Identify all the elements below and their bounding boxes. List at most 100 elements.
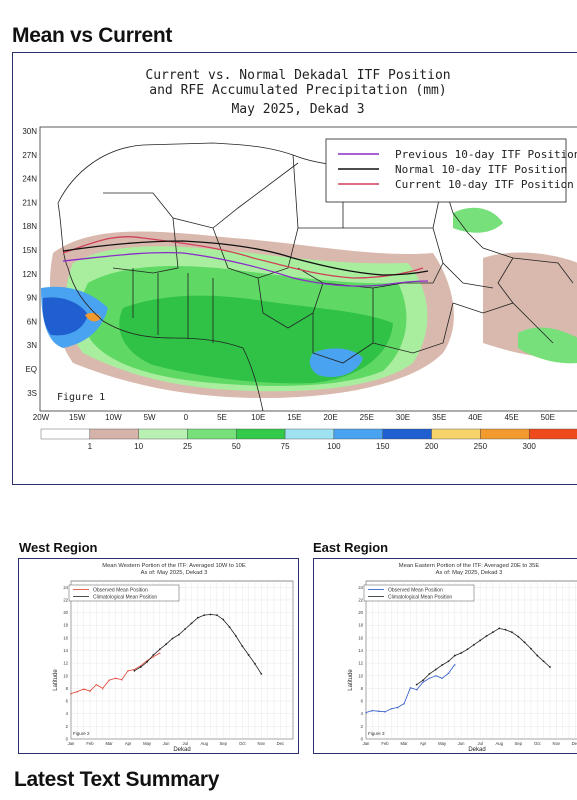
climatology-point-marker — [228, 626, 231, 629]
x-tick-label: Jun — [163, 741, 170, 746]
lon-tick-label: 0 — [184, 413, 189, 422]
y-tick-label: 12 — [63, 661, 68, 666]
east-itf-line-chart: Mean Eastern Portion of the ITF: Average… — [348, 563, 577, 753]
observed-point-marker: × — [159, 650, 162, 655]
x-tick-label: Mar — [400, 741, 408, 746]
map-legend: Previous 10-day ITF Position Normal 10-d… — [325, 138, 577, 203]
climatology-series-line — [416, 627, 551, 685]
climatology-point-marker — [196, 616, 199, 619]
climatology-point-marker — [152, 654, 155, 656]
east-region-title: East Region — [313, 540, 389, 555]
lon-tick-label: 5E — [217, 413, 227, 422]
climatology-point-marker — [171, 637, 174, 640]
observed-point-marker: × — [365, 710, 368, 715]
climatology-point-marker — [549, 666, 551, 668]
y-tick-label: 18 — [358, 623, 363, 628]
lat-tick-label: 3S — [27, 389, 37, 398]
observed-point-marker: × — [121, 677, 124, 682]
y-tick-label: 10 — [358, 673, 363, 678]
west-chart-subtitle: As of: May 2025, Dekad 3 — [141, 570, 208, 576]
west-chart-series: × ×× ×××× × ×× ××××× — [70, 613, 263, 696]
climatology-point-marker — [158, 648, 161, 651]
climatology-point-marker — [510, 631, 513, 634]
observed-point-marker: × — [428, 676, 431, 681]
climatology-point-marker — [222, 618, 225, 621]
climatology-point-marker — [241, 645, 244, 647]
y-tick-label: 16 — [63, 635, 68, 640]
current-itf-line — [62, 236, 424, 279]
x-tick-label: Sep — [220, 741, 228, 746]
climatology-point-marker — [472, 643, 475, 646]
climatology-point-marker — [530, 647, 532, 650]
colorbar-label: 25 — [183, 442, 192, 451]
x-tick-label: Jul — [182, 741, 187, 746]
normal-itf-line — [62, 240, 429, 276]
west-itf-line-chart: Mean Western Portion of the ITF: Average… — [53, 563, 294, 753]
colorbar-swatch — [89, 428, 139, 440]
climatology-point-marker — [235, 635, 237, 637]
lon-tick-label: 20W — [33, 413, 50, 422]
y-axis-label: Latitude — [348, 669, 354, 691]
observed-point-marker: × — [441, 676, 444, 681]
observed-point-marker: × — [76, 689, 79, 694]
latest-text-summary-heading: Latest Text Summary — [14, 768, 220, 791]
west-legend-climatology: Climatological Mean Position — [93, 595, 157, 601]
x-tick-label: Mar — [105, 741, 113, 746]
lon-tick-label: 50E — [541, 413, 555, 422]
lon-tick-label: 15E — [287, 413, 301, 422]
y-tick-label: 0 — [361, 737, 364, 742]
x-tick-label: Dec — [572, 741, 577, 746]
colorbar-swatch — [333, 428, 383, 440]
colorbar-label: 250 — [474, 442, 488, 451]
x-tick-label: Jan — [363, 741, 370, 746]
climatology-point-marker — [542, 660, 545, 663]
x-tick-label: Oct — [534, 741, 541, 746]
lat-tick-label: 6N — [27, 317, 37, 326]
observed-point-marker: × — [114, 676, 117, 681]
map-title-line-1: Current vs. Normal Dekadal ITF Position — [145, 68, 450, 83]
y-tick-label: 6 — [361, 699, 364, 704]
west-region-chart: Mean Western Portion of the ITF: Average… — [18, 558, 299, 754]
colorbar-label: 200 — [425, 442, 439, 451]
climatology-point-marker — [498, 627, 501, 630]
lat-tick-label: EQ — [25, 365, 37, 374]
climatology-point-marker — [441, 664, 444, 666]
observed-series-line — [365, 664, 456, 713]
climatology-point-marker — [146, 660, 149, 663]
lon-tick-label: 10W — [105, 413, 122, 422]
climatology-point-marker — [434, 668, 437, 671]
observed-point-marker: × — [416, 687, 419, 692]
lon-tick-label: 5W — [144, 413, 156, 422]
x-tick-label: Feb — [86, 741, 94, 746]
y-tick-label: 12 — [358, 661, 363, 666]
lon-tick-label: 35E — [432, 413, 446, 422]
x-tick-label: Apr — [420, 741, 427, 746]
climatology-point-marker — [422, 679, 424, 682]
colorbar-label: 10 — [134, 442, 143, 451]
y-tick-label: 8 — [361, 686, 364, 691]
longitude-tick-labels: 20W 15W 10W 5W 0 5E 10E 15E 20E 25E 30E 35E 40E 45E 50… — [33, 413, 577, 422]
west-region-title: West Region — [19, 540, 98, 555]
y-tick-label: 20 — [63, 610, 68, 615]
latitude-tick-labels: 30N 27N 24N 21N 18N 15N 12N 9N 6N 3N EQ 3S — [22, 127, 37, 398]
west-legend-observed: Observed Mean Position — [93, 588, 148, 594]
y-tick-label: 24 — [63, 585, 68, 590]
climatology-point-marker — [491, 631, 494, 634]
y-tick-label: 18 — [63, 623, 68, 628]
y-tick-label: 0 — [66, 737, 69, 742]
y-axis-label: Latitude — [53, 669, 59, 691]
colorbar-swatch — [138, 428, 188, 440]
x-axis-label: Dekad — [173, 747, 190, 753]
colorbar-label: 50 — [232, 442, 241, 451]
climatology-point-marker — [447, 660, 450, 663]
observed-point-marker: × — [152, 654, 155, 659]
map-title-line-3: May 2025, Dekad 3 — [231, 102, 364, 117]
observed-point-marker: × — [70, 691, 73, 696]
lat-tick-label: 30N — [22, 127, 37, 136]
climatology-point-marker — [215, 614, 218, 617]
climatology-point-marker — [479, 639, 482, 642]
y-tick-label: 22 — [63, 597, 68, 602]
climatology-point-marker — [466, 648, 469, 651]
climatology-point-marker — [504, 628, 507, 631]
